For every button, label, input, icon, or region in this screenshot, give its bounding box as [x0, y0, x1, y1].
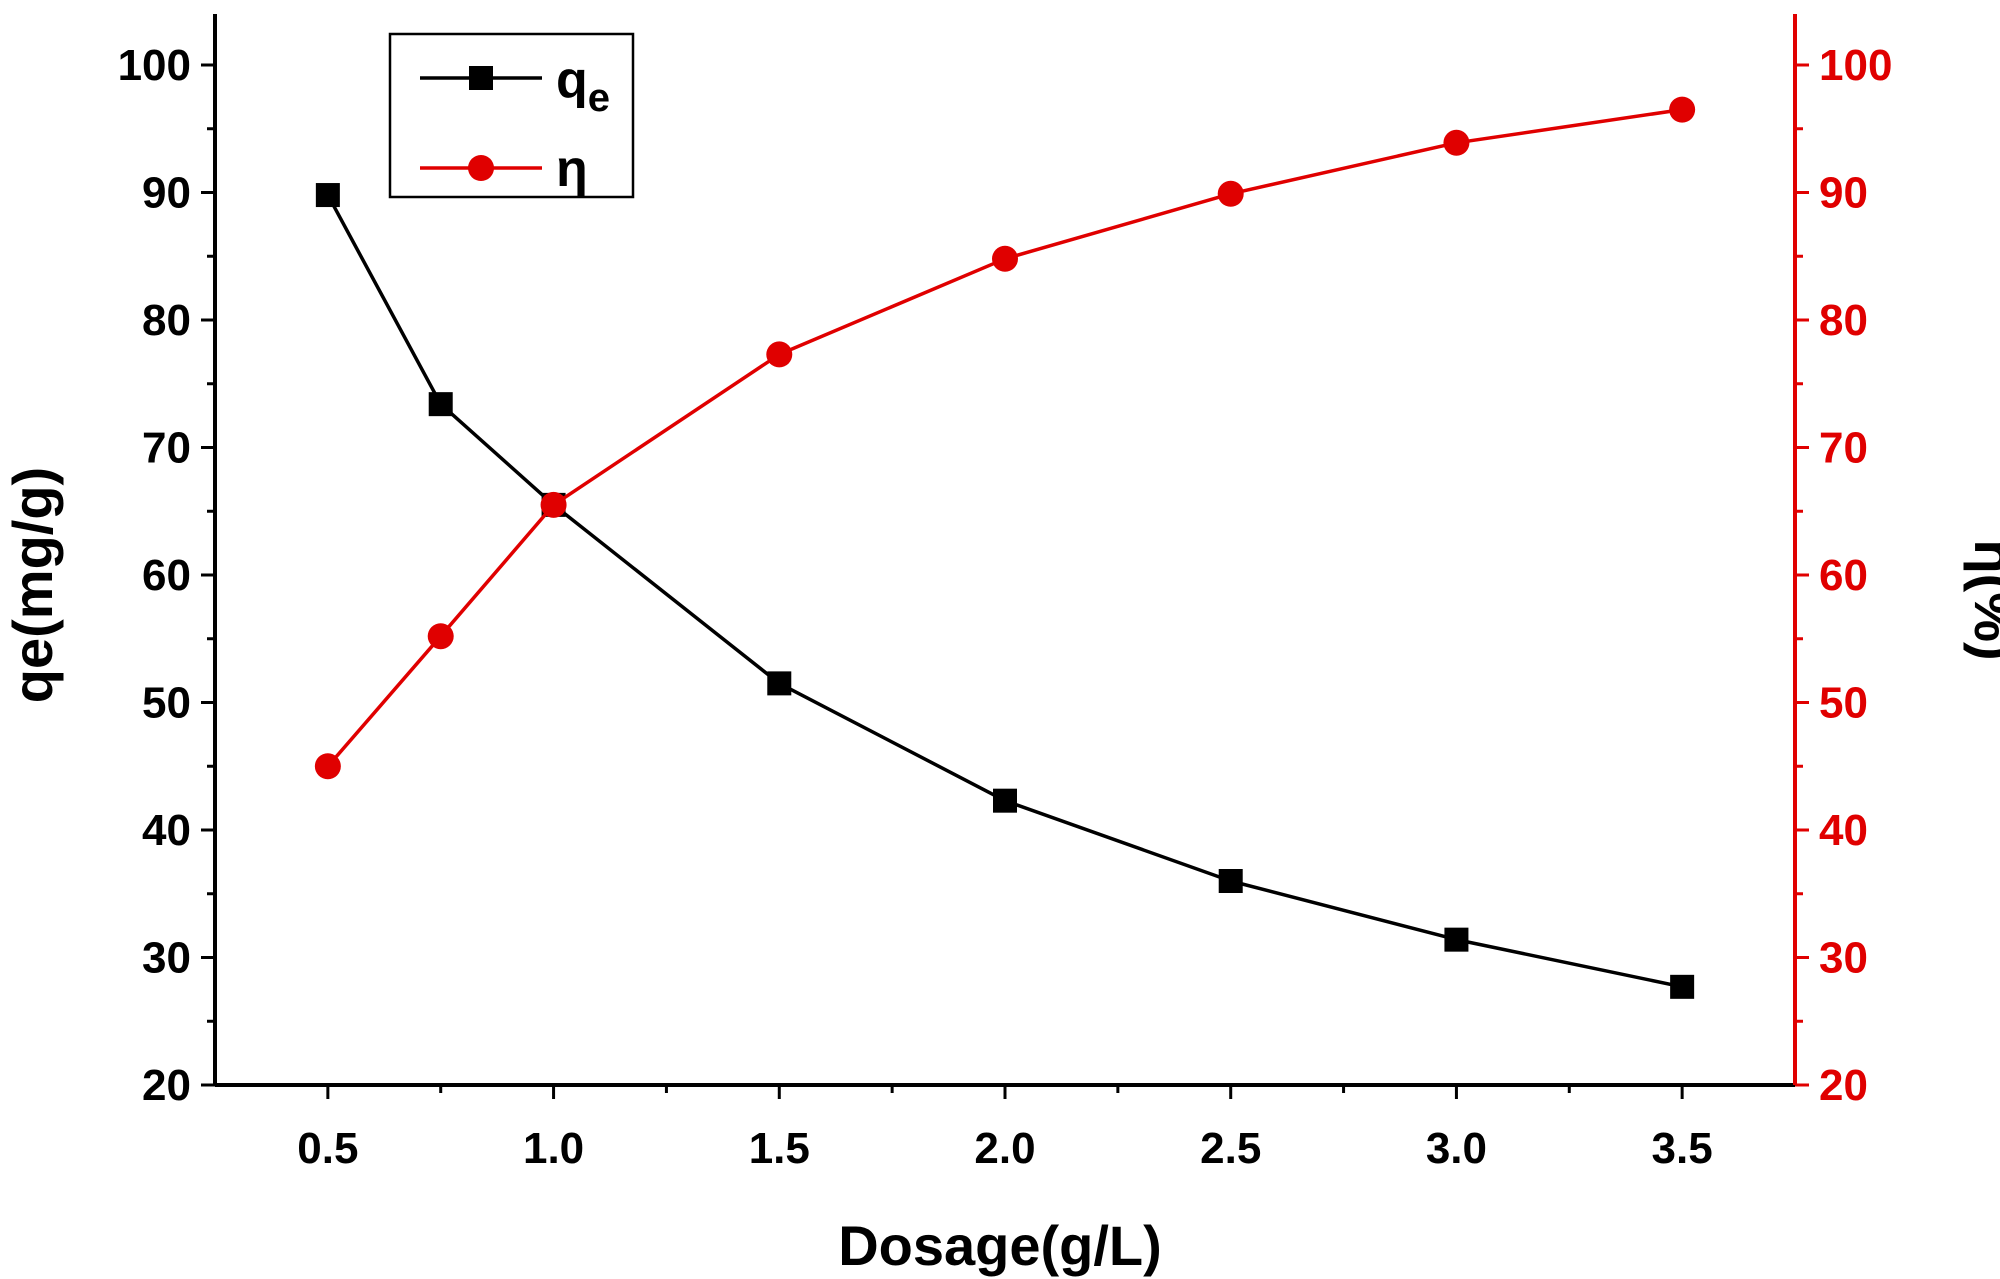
x-tick-label: 1.0 [523, 1124, 584, 1173]
y-left-tick-label: 80 [142, 296, 191, 345]
series-2-point [540, 491, 567, 518]
series-1-point [428, 392, 453, 417]
series-1-point [1444, 927, 1469, 952]
series-1-point [1218, 869, 1243, 893]
x-tick-label: 2.0 [974, 1124, 1035, 1173]
y-right-tick-label: 60 [1819, 551, 1868, 600]
x-tick-label: 1.5 [749, 1124, 810, 1173]
series-2 [314, 96, 1696, 780]
legend: qe η [388, 32, 635, 199]
y-right-tick-label: 20 [1819, 1061, 1868, 1110]
y-left-tick-label: 40 [142, 806, 191, 855]
y-axis-right-title: η(%) [1963, 539, 2000, 660]
y-left-tick-label: 30 [142, 934, 191, 983]
legend-qe-marker [469, 66, 493, 90]
x-axis-title: Dosage(g/L) [838, 1214, 1162, 1277]
x-tick-label: 3.0 [1426, 1124, 1487, 1173]
y-left-tick-label: 90 [142, 169, 191, 218]
legend-eta-marker [468, 155, 494, 181]
series-2-point [1669, 96, 1696, 123]
y-right-tick-label: 100 [1819, 41, 1892, 90]
series-2-point [314, 753, 341, 780]
x-tick-label: 0.5 [297, 1124, 358, 1173]
series-2-point [766, 341, 793, 368]
series-2-point [427, 623, 454, 650]
series-1 [315, 183, 1695, 999]
series-2-point [1443, 129, 1470, 156]
x-tick-label: 3.5 [1652, 1124, 1713, 1173]
y-right-tick-label: 90 [1819, 169, 1868, 218]
y-axis-left-title: qe(mg/g) [1, 467, 64, 703]
legend-box [388, 32, 635, 199]
y-right-tick-label: 70 [1819, 424, 1868, 473]
series-layer [314, 96, 1696, 999]
y-left-tick-label: 100 [118, 41, 191, 90]
series-2-point [992, 245, 1018, 272]
y-right-tick-label: 50 [1819, 679, 1868, 728]
y-right-tick-label: 30 [1819, 934, 1868, 983]
y-left-tick-label: 20 [142, 1061, 191, 1110]
series-2-line [326, 107, 1683, 768]
series-1-point [315, 183, 340, 208]
y-right-tick-label: 80 [1819, 296, 1868, 345]
legend-qe-label: qe [556, 51, 610, 120]
y-left-tick-label: 50 [142, 679, 191, 728]
series-1-point [1670, 974, 1695, 999]
y-left-tick-label: 70 [142, 424, 191, 473]
series-1-point [993, 788, 1017, 813]
legend-eta-label: η [556, 140, 588, 198]
axes: 0.5 1.0 1.5 2.0 2.5 3.0 3.5 20 30 40 50 60 70 80 90 100… [118, 14, 1892, 1173]
y-left-tick-label: 60 [142, 551, 191, 600]
series-1-point [767, 671, 792, 696]
y-right-tick-label: 40 [1819, 806, 1868, 855]
series-1-line [326, 194, 1683, 989]
x-tick-label: 2.5 [1200, 1124, 1261, 1173]
series-2-point [1217, 180, 1244, 207]
